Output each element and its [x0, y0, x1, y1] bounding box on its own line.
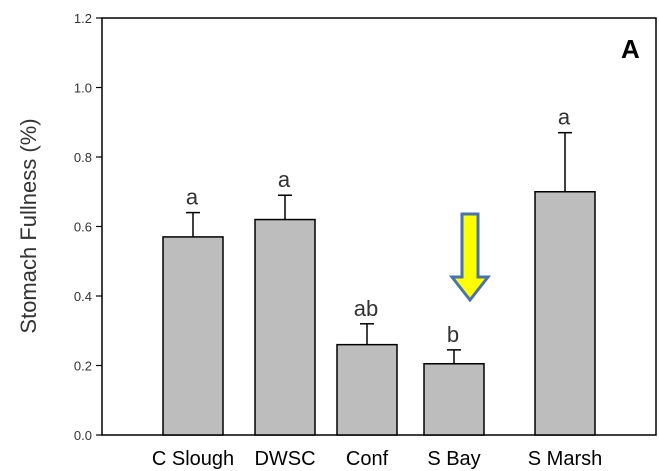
significance-label: a [278, 167, 291, 192]
bar-c-slough [162, 236, 224, 436]
category-label: Conf [346, 448, 389, 470]
y-tick-label: 0.6 [74, 220, 92, 235]
panel-label: A [621, 34, 640, 64]
highlight-arrow-icon [448, 212, 492, 303]
bar-s-bay [423, 363, 485, 436]
y-axis: 0.0 0.2 0.4 0.6 0.8 1.0 1.2 [74, 11, 102, 443]
category-label: DWSC [254, 448, 315, 470]
bar-s-marsh [534, 191, 596, 436]
bar-conf [336, 343, 398, 436]
bar-dwsc [254, 218, 316, 436]
significance-label: a [558, 105, 571, 130]
y-tick-label: 0.4 [74, 289, 92, 304]
significance-label: ab [354, 296, 378, 321]
bars-group: a a ab b a [162, 105, 596, 436]
category-label: S Marsh [528, 448, 602, 470]
x-axis-labels: C Slough DWSC Conf S Bay S Marsh [152, 448, 602, 470]
significance-label: b [447, 322, 459, 347]
down-arrow-icon [448, 212, 492, 303]
y-axis-title: Stomach Fullness (%) [16, 118, 41, 333]
category-label: C Slough [152, 448, 234, 470]
y-tick-label: 0.2 [74, 359, 92, 374]
y-tick-label: 0.0 [74, 428, 92, 443]
category-label: S Bay [427, 448, 480, 470]
y-tick-label: 1.2 [74, 11, 92, 26]
significance-label: a [186, 185, 199, 210]
y-tick-label: 0.8 [74, 150, 92, 165]
y-tick-label: 1.0 [74, 81, 92, 96]
